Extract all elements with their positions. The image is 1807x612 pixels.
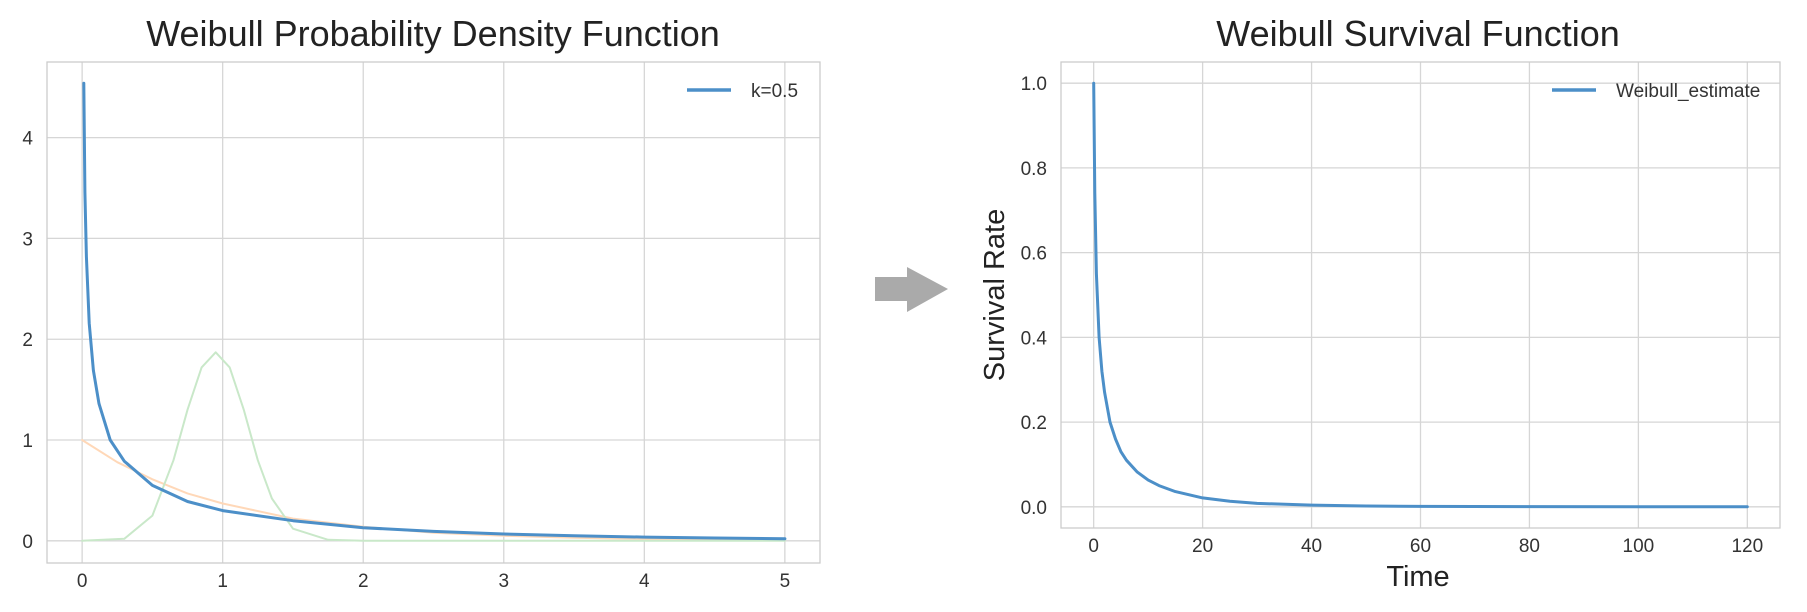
right-arrow-icon [875, 267, 948, 312]
pdf-chart-xtick-label: 3 [498, 571, 509, 592]
survival-chart-ytick-label: 0.8 [1021, 159, 1047, 180]
survival-chart-ytick-label: 0.6 [1021, 244, 1047, 265]
pdf-chart-series [81, 81, 787, 542]
survival-chart-xtick-label: 40 [1301, 536, 1322, 557]
survival-chart-ylabel: Survival Rate [979, 209, 1011, 381]
pdf-chart-title: Weibull Probability Density Function [146, 13, 720, 54]
pdf-chart-ytick-label: 4 [22, 129, 33, 150]
survival-chart-title: Weibull Survival Function [1216, 13, 1620, 54]
pdf-chart-grid [47, 62, 820, 563]
survival-chart-ytick-label: 1.0 [1021, 74, 1047, 95]
pdf-chart-xtick-label: 5 [780, 571, 791, 592]
survival-chart-xtick-label: 80 [1519, 536, 1540, 557]
survival-chart: Weibull Survival Function 0 20 40 60 80 100 12… [979, 13, 1781, 593]
pdf-chart-xtick-label: 2 [358, 571, 369, 592]
pdf-chart-ytick-label: 0 [22, 532, 33, 553]
pdf-chart-xtick-label: 0 [77, 571, 88, 592]
survival-chart-ytick-label: 0.0 [1021, 498, 1047, 519]
survival-chart-grid [1061, 62, 1780, 528]
survival-chart-frame [1060, 61, 1781, 529]
survival-chart-xtick-label: 100 [1623, 536, 1655, 557]
pdf-chart-ytick-label: 2 [22, 330, 33, 351]
survival-chart-xtick-label: 60 [1410, 536, 1431, 557]
survival-chart-series-line-0 [1092, 81, 1749, 509]
survival-chart-legend: Weibull_estimate [1552, 81, 1760, 102]
survival-chart-xtick-label: 20 [1192, 536, 1213, 557]
pdf-chart-series-line-1 [81, 439, 786, 542]
survival-chart-xtick-label: 0 [1088, 536, 1099, 557]
pdf-chart-xtick-label: 1 [217, 571, 228, 592]
survival-chart-xtick-label: 120 [1731, 536, 1763, 557]
pdf-chart-xtick-label: 4 [639, 571, 650, 592]
survival-chart-ticks: 0 20 40 60 80 100 120 0.0 0.2 0.4 0.6 0.8 1.0 [1021, 74, 1764, 557]
pdf-chart-legend-label: k=0.5 [751, 81, 798, 102]
pdf-chart-ticks: 0 1 2 3 4 5 0 1 2 3 4 [22, 129, 790, 592]
pdf-chart-series-line-2 [81, 351, 786, 542]
survival-chart-ytick-label: 0.2 [1021, 413, 1047, 434]
pdf-chart-legend: k=0.5 [687, 81, 798, 102]
pdf-chart-frame [46, 61, 821, 564]
pdf-chart-series-line-0 [82, 81, 787, 541]
survival-chart-series [1092, 81, 1749, 509]
pdf-chart: Weibull Probability Density Function 0 1 2… [22, 13, 821, 592]
survival-chart-xlabel: Time [1386, 561, 1449, 593]
survival-chart-ytick-label: 0.4 [1021, 328, 1048, 349]
survival-chart-legend-label: Weibull_estimate [1616, 81, 1760, 102]
pdf-chart-ytick-label: 1 [22, 431, 33, 452]
pdf-chart-ytick-label: 3 [22, 229, 33, 250]
